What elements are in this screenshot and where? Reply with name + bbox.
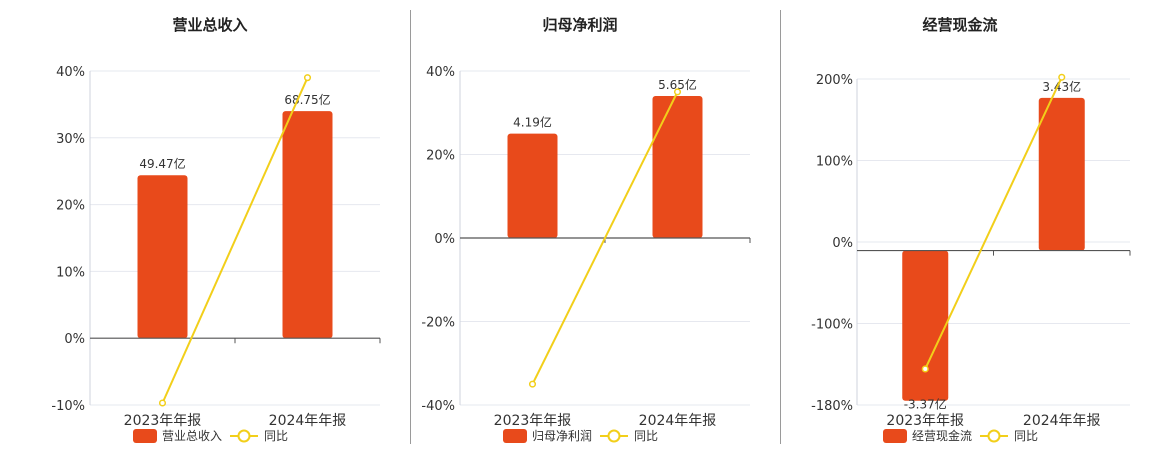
chart-title-cash-flow: 经营现金流: [922, 16, 998, 34]
x-tick-label: 2024年年报: [1023, 413, 1101, 429]
y-tick-label: 10%: [56, 265, 85, 280]
legend-line-label: 同比: [634, 429, 658, 443]
y-tick-label: 100%: [816, 155, 853, 170]
yoy-point: [673, 88, 682, 96]
y-tick-label: 20%: [56, 199, 85, 214]
bar-data-label: -3.37亿: [904, 397, 947, 412]
x-tick-label: 2024年年报: [269, 413, 347, 429]
y-tick-label: 20%: [426, 149, 455, 164]
yoy-point: [921, 365, 929, 373]
bar: [902, 250, 949, 401]
x-tick-label: 2023年年报: [124, 413, 202, 429]
x-tick-label: 2023年年报: [494, 413, 572, 429]
y-tick-label: 40%: [56, 65, 85, 80]
x-tick-label: 2023年年报: [886, 413, 964, 429]
bar: [282, 111, 333, 339]
yoy-point: [1058, 73, 1066, 81]
yoy-line: [531, 91, 679, 385]
y-tick-label: 0%: [64, 332, 85, 347]
bar-data-label: 5.65亿: [658, 77, 697, 92]
y-tick-label: 200%: [816, 73, 853, 88]
legend-bar-swatch: [883, 429, 907, 443]
legend-line-marker: [237, 429, 251, 443]
bar: [137, 175, 188, 339]
legend-line-marker: [987, 429, 1001, 443]
legend-bar-swatch: [503, 429, 527, 443]
chart-title-revenue: 营业总收入: [172, 16, 248, 34]
bar-data-label: 68.75亿: [284, 92, 330, 107]
legend-bar-label: 经营现金流: [912, 428, 972, 443]
legend-line-marker: [607, 429, 621, 443]
y-tick-label: 0%: [434, 232, 455, 247]
bar-data-label: 4.19亿: [513, 115, 552, 130]
y-tick-label: 30%: [56, 132, 85, 147]
legend-bar-swatch: [133, 429, 157, 443]
panel-divider: [410, 10, 411, 444]
bar: [652, 96, 703, 238]
y-tick-label: 0%: [832, 236, 853, 251]
y-tick-label: -20%: [421, 316, 455, 331]
y-tick-label: -180%: [811, 399, 853, 414]
bar-data-label: 3.43亿: [1042, 79, 1081, 94]
x-tick-label: 2024年年报: [639, 413, 717, 429]
y-tick-label: -100%: [811, 318, 853, 333]
legend-bar-label: 归母净利润: [532, 429, 592, 443]
legend-bar-label: 营业总收入: [162, 429, 222, 443]
bar: [1038, 97, 1085, 251]
y-tick-label: -40%: [421, 399, 455, 414]
yoy-point: [528, 380, 537, 388]
panel-divider: [780, 10, 781, 444]
chart-title-net-profit: 归母净利润: [542, 16, 618, 34]
yoy-point: [303, 74, 312, 82]
bar-data-label: 49.47亿: [139, 156, 185, 171]
legend-line-label: 同比: [1014, 429, 1038, 443]
y-tick-label: -10%: [51, 399, 85, 414]
yoy-line: [161, 77, 309, 404]
bar: [507, 133, 558, 238]
yoy-line: [924, 76, 1063, 370]
legend-line-label: 同比: [264, 429, 288, 443]
y-tick-label: 40%: [426, 65, 455, 80]
yoy-point: [158, 399, 167, 407]
